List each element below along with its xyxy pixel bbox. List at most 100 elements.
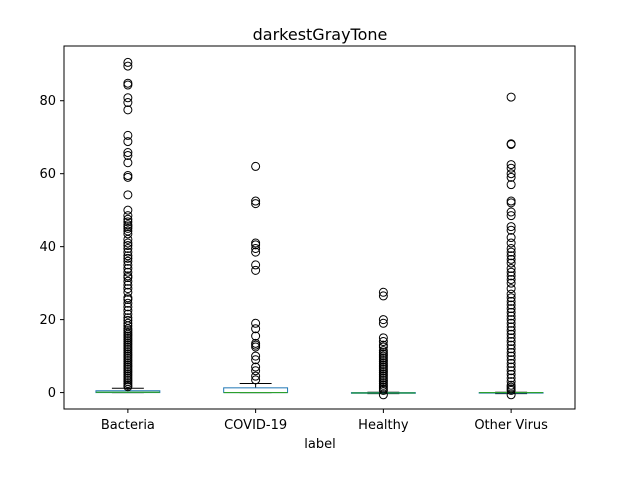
outlier-point bbox=[506, 311, 516, 321]
outlier-point bbox=[123, 260, 133, 270]
outlier-point bbox=[506, 377, 516, 387]
outlier-point bbox=[123, 295, 133, 305]
y-tick-label: 40 bbox=[39, 240, 56, 255]
outlier-point bbox=[378, 287, 388, 297]
outlier-point bbox=[251, 366, 261, 376]
outlier-point bbox=[123, 309, 133, 319]
y-axis: 0 20 40 60 80 bbox=[39, 94, 64, 401]
outlier-point bbox=[123, 305, 133, 315]
outlier-point bbox=[506, 304, 516, 314]
outlier-point bbox=[123, 214, 133, 224]
outlier-point bbox=[506, 163, 516, 173]
outlier-point bbox=[251, 243, 261, 253]
outlier-point bbox=[506, 385, 516, 395]
x-axis-label: label bbox=[304, 437, 335, 452]
outlier-point bbox=[123, 247, 133, 257]
chart-title: darkestGrayTone bbox=[253, 25, 388, 44]
outlier-point bbox=[506, 373, 516, 383]
outlier-point bbox=[123, 148, 133, 158]
outlier-point bbox=[123, 98, 133, 108]
outlier-point bbox=[506, 198, 516, 208]
outlier-point bbox=[506, 271, 516, 281]
outlier-point bbox=[251, 324, 261, 334]
outlier-point bbox=[378, 385, 388, 395]
outlier-point bbox=[123, 150, 133, 160]
outlier-point bbox=[506, 369, 516, 379]
outlier-point bbox=[506, 211, 516, 221]
box-2 bbox=[223, 161, 289, 394]
outlier-point bbox=[251, 371, 261, 381]
outlier-point bbox=[251, 342, 261, 352]
y-tick-label: 20 bbox=[39, 313, 56, 328]
outlier-point bbox=[378, 291, 388, 301]
outlier-point bbox=[506, 362, 516, 372]
outlier-point bbox=[123, 298, 133, 308]
outlier-point bbox=[506, 274, 516, 284]
outlier-point bbox=[123, 105, 133, 115]
outlier-point bbox=[378, 333, 388, 343]
outlier-point bbox=[506, 139, 516, 149]
outlier-point bbox=[506, 358, 516, 368]
outlier-point bbox=[506, 264, 516, 274]
outlier-point bbox=[123, 217, 133, 227]
outlier-point bbox=[123, 267, 133, 277]
outlier-point bbox=[506, 351, 516, 361]
box-3 bbox=[350, 287, 416, 400]
outlier-point bbox=[506, 333, 516, 343]
outlier-point bbox=[506, 315, 516, 325]
outlier-point bbox=[506, 180, 516, 190]
outlier-point bbox=[506, 318, 516, 328]
outlier-point bbox=[123, 137, 133, 147]
outlier-point bbox=[506, 160, 516, 170]
outlier-point bbox=[123, 241, 133, 251]
outlier-point bbox=[251, 199, 261, 209]
outlier-point bbox=[251, 240, 261, 250]
outlier-point bbox=[123, 93, 133, 103]
x-tick-label: Bacteria bbox=[101, 418, 155, 433]
outlier-point bbox=[251, 355, 261, 365]
x-tick-label: Other Virus bbox=[474, 418, 548, 433]
outlier-point bbox=[123, 302, 133, 312]
outlier-point bbox=[506, 243, 516, 253]
outlier-point bbox=[123, 273, 133, 283]
x-tick-label: Healthy bbox=[358, 418, 409, 433]
outlier-point bbox=[506, 222, 516, 232]
y-tick-label: 80 bbox=[39, 94, 56, 109]
outlier-point bbox=[506, 251, 516, 261]
outlier-point bbox=[506, 247, 516, 257]
outlier-point bbox=[123, 190, 133, 200]
outlier-point bbox=[123, 238, 133, 248]
y-tick-label: 60 bbox=[39, 167, 56, 182]
outlier-point bbox=[506, 300, 516, 310]
outlier-point bbox=[506, 238, 516, 248]
outlier-point bbox=[123, 158, 133, 168]
outlier-point bbox=[506, 267, 516, 277]
outlier-point bbox=[506, 344, 516, 354]
outlier-point bbox=[251, 362, 261, 372]
x-tick-label: COVID-19 bbox=[224, 418, 287, 433]
outlier-point bbox=[123, 80, 133, 90]
outlier-point bbox=[506, 233, 516, 243]
outlier-point bbox=[506, 169, 516, 179]
y-tick-label: 0 bbox=[48, 386, 56, 401]
outlier-point bbox=[123, 318, 133, 328]
outlier-point bbox=[506, 329, 516, 339]
outlier-point bbox=[506, 172, 516, 182]
outlier-point bbox=[251, 247, 261, 257]
x-axis: Bacteria COVID-19 Healthy Other Virus bbox=[101, 409, 548, 433]
outlier-point bbox=[506, 347, 516, 357]
outlier-point bbox=[123, 280, 133, 290]
outlier-point bbox=[506, 254, 516, 264]
outlier-point bbox=[123, 57, 133, 67]
outlier-point bbox=[123, 284, 133, 294]
outlier-point bbox=[506, 278, 516, 288]
outlier-point bbox=[123, 205, 133, 215]
outlier-point bbox=[506, 92, 516, 102]
outlier-point bbox=[123, 243, 133, 253]
outlier-point bbox=[378, 315, 388, 325]
outlier-point bbox=[506, 284, 516, 294]
outlier-point bbox=[123, 234, 133, 244]
outlier-point bbox=[378, 342, 388, 352]
